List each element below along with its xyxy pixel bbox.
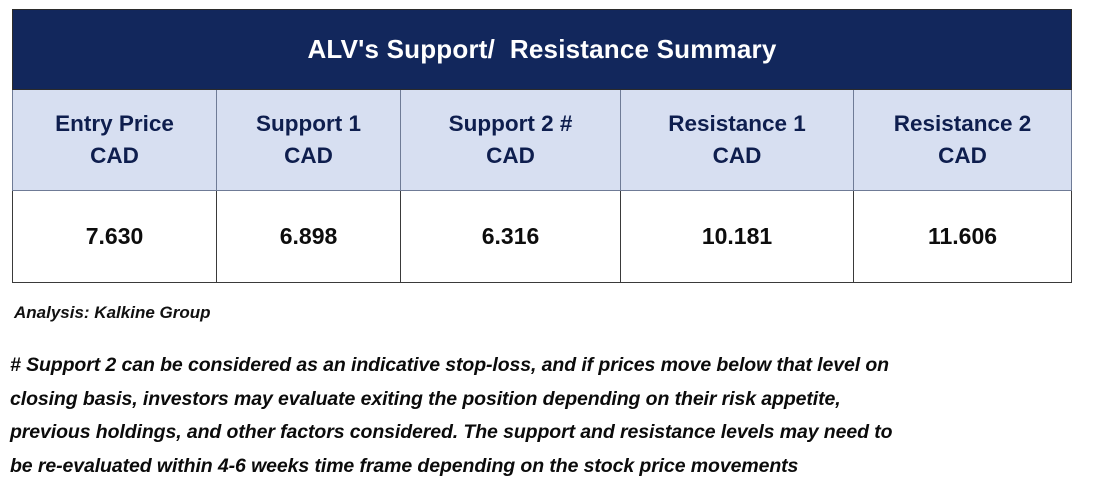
table-header-row: Entry Price CAD Support 1 CAD Support 2 …: [12, 89, 1072, 191]
value-entry-price: 7.630: [12, 190, 217, 283]
footnote-line-1: # Support 2 can be considered as an indi…: [10, 354, 889, 376]
column-header-support-1: Support 1 CAD: [216, 89, 401, 191]
table-row: 7.630 6.898 6.316 10.181 11.606: [12, 190, 1072, 283]
footnote-line-2: closing basis, investors may evaluate ex…: [10, 387, 841, 410]
column-header-resistance-1-label: Resistance 1: [668, 111, 806, 137]
column-header-resistance-2-label: Resistance 2: [893, 111, 1032, 137]
analysis-attribution: Analysis: Kalkine Group: [14, 303, 211, 322]
column-header-entry-price-currency: CAD: [90, 143, 139, 168]
column-header-resistance-2-currency: CAD: [938, 143, 987, 168]
value-resistance-2: 11.606: [853, 190, 1072, 283]
table-title-row: ALV's Support/ Resistance Summary: [12, 9, 1072, 90]
column-header-support-2-currency: CAD: [486, 143, 535, 168]
column-header-support-2-label: Support 2 #: [448, 111, 573, 137]
column-header-support-1-label: Support 1: [256, 111, 361, 137]
column-header-entry-price-label: Entry Price: [55, 111, 174, 137]
table-title: ALV's Support/ Resistance Summary: [12, 9, 1072, 90]
support-resistance-table: ALV's Support/ Resistance Summary Entry …: [12, 9, 1072, 283]
column-header-entry-price: Entry Price CAD: [12, 89, 217, 191]
column-header-resistance-1: Resistance 1 CAD: [620, 89, 854, 191]
value-resistance-1: 10.181: [620, 190, 854, 283]
column-header-resistance-1-currency: CAD: [712, 143, 762, 168]
value-support-2: 6.316: [400, 190, 621, 283]
footnote-line-3: previous holdings, and other factors con…: [10, 421, 893, 444]
value-support-1: 6.898: [216, 190, 401, 283]
column-header-support-2: Support 2 # CAD: [400, 89, 621, 191]
footnote-line-4: be re-evaluated within 4-6 weeks time fr…: [10, 454, 799, 477]
summary-table-container: ALV's Support/ Resistance Summary Entry …: [12, 9, 1072, 283]
column-header-support-1-currency: CAD: [284, 143, 333, 168]
footnote-block: # Support 2 can be considered as an indi…: [10, 349, 1080, 483]
column-header-resistance-2: Resistance 2 CAD: [853, 89, 1072, 191]
